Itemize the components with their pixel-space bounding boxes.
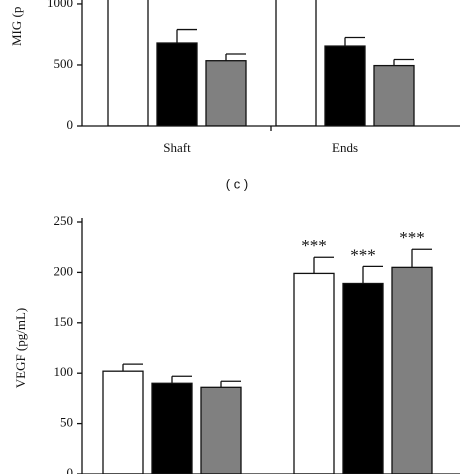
y-tick-label: 200 [54, 263, 74, 278]
bar [293, 272, 335, 474]
y-tick-label: 50 [60, 415, 73, 430]
panel-label: ( c ) [226, 176, 248, 191]
bar [151, 382, 193, 474]
significance-label: *** [350, 245, 376, 264]
bar [275, 0, 317, 126]
y-tick-label: 0 [67, 465, 74, 474]
bar [373, 64, 415, 126]
y-tick-label: 250 [54, 213, 74, 228]
y-tick-label: 150 [54, 314, 74, 329]
bar [200, 386, 242, 474]
bar [324, 45, 366, 126]
plot-area [107, 0, 415, 126]
y-tick-label: 500 [54, 56, 74, 71]
bar [391, 266, 433, 474]
bar [342, 282, 384, 474]
bar [205, 60, 247, 126]
x-tick-label: Shaft [163, 140, 191, 155]
y-tick-label: 1000 [47, 0, 73, 10]
plot-area [102, 248, 433, 474]
y-axis-label: VEGF (pg/mL) [13, 308, 28, 389]
x-tick-label: Ends [332, 140, 358, 155]
bar [107, 0, 149, 126]
significance-label: *** [301, 236, 327, 255]
bar [156, 42, 198, 126]
bar [102, 370, 144, 474]
y-tick-label: 0 [67, 117, 74, 132]
y-axis-label: MIG (p [9, 7, 24, 46]
significance-label: *** [399, 228, 425, 247]
y-tick-label: 100 [54, 364, 74, 379]
